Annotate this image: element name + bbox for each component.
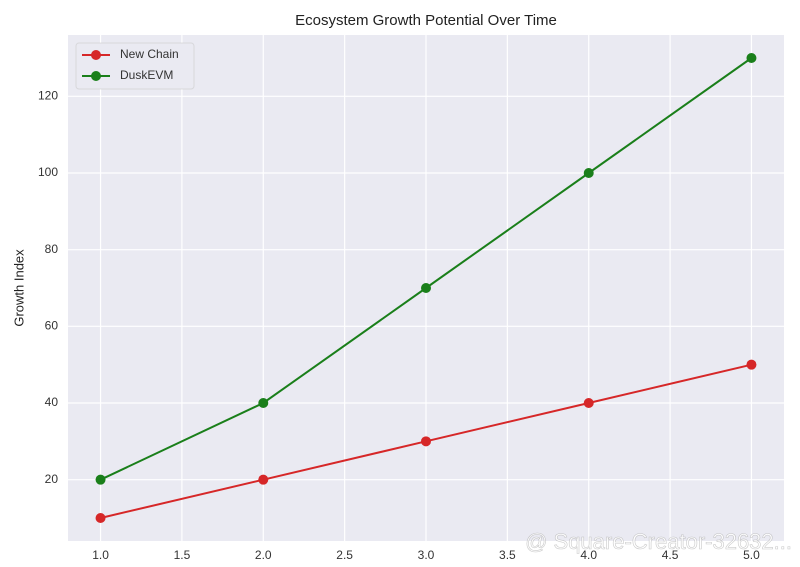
data-point xyxy=(746,53,757,63)
legend-label: DuskEVM xyxy=(120,68,173,82)
legend-marker xyxy=(91,50,101,60)
x-tick-label: 4.0 xyxy=(580,548,597,562)
legend-marker xyxy=(91,71,101,81)
data-point xyxy=(258,474,269,485)
data-point xyxy=(421,436,431,447)
data-point xyxy=(583,398,594,408)
x-tick-label: 1.5 xyxy=(174,548,191,562)
watermark: @ Square-Creator-32632... xyxy=(525,529,792,554)
data-point xyxy=(258,398,269,408)
x-tick-label: 2.0 xyxy=(255,548,272,562)
marks xyxy=(95,53,757,523)
x-tick-label: 2.5 xyxy=(336,548,353,562)
y-axis-label: Growth Index xyxy=(11,249,26,327)
y-tick-label: 60 xyxy=(45,319,59,333)
legend: New Chain DuskEVM xyxy=(75,42,195,90)
x-tick-label: 3.5 xyxy=(499,548,516,562)
data-point xyxy=(421,283,431,293)
data-point xyxy=(95,513,106,523)
y-tick-label: 40 xyxy=(45,395,59,409)
y-tick-label: 120 xyxy=(38,89,58,103)
x-tick-label: 3.0 xyxy=(418,548,435,562)
data-point xyxy=(95,474,106,485)
chart-title: Ecosystem Growth Potential Over Time xyxy=(295,12,557,29)
x-tick-label: 1.0 xyxy=(92,548,109,562)
x-tick-label: 4.5 xyxy=(662,548,679,562)
y-tick-label: 20 xyxy=(45,472,59,486)
x-tick-label: 5.0 xyxy=(743,548,760,562)
y-tick-label: 100 xyxy=(38,165,58,179)
data-point xyxy=(583,168,594,178)
y-tick-label: 80 xyxy=(45,242,59,256)
data-point xyxy=(746,359,757,370)
legend-label: New Chain xyxy=(120,47,179,61)
